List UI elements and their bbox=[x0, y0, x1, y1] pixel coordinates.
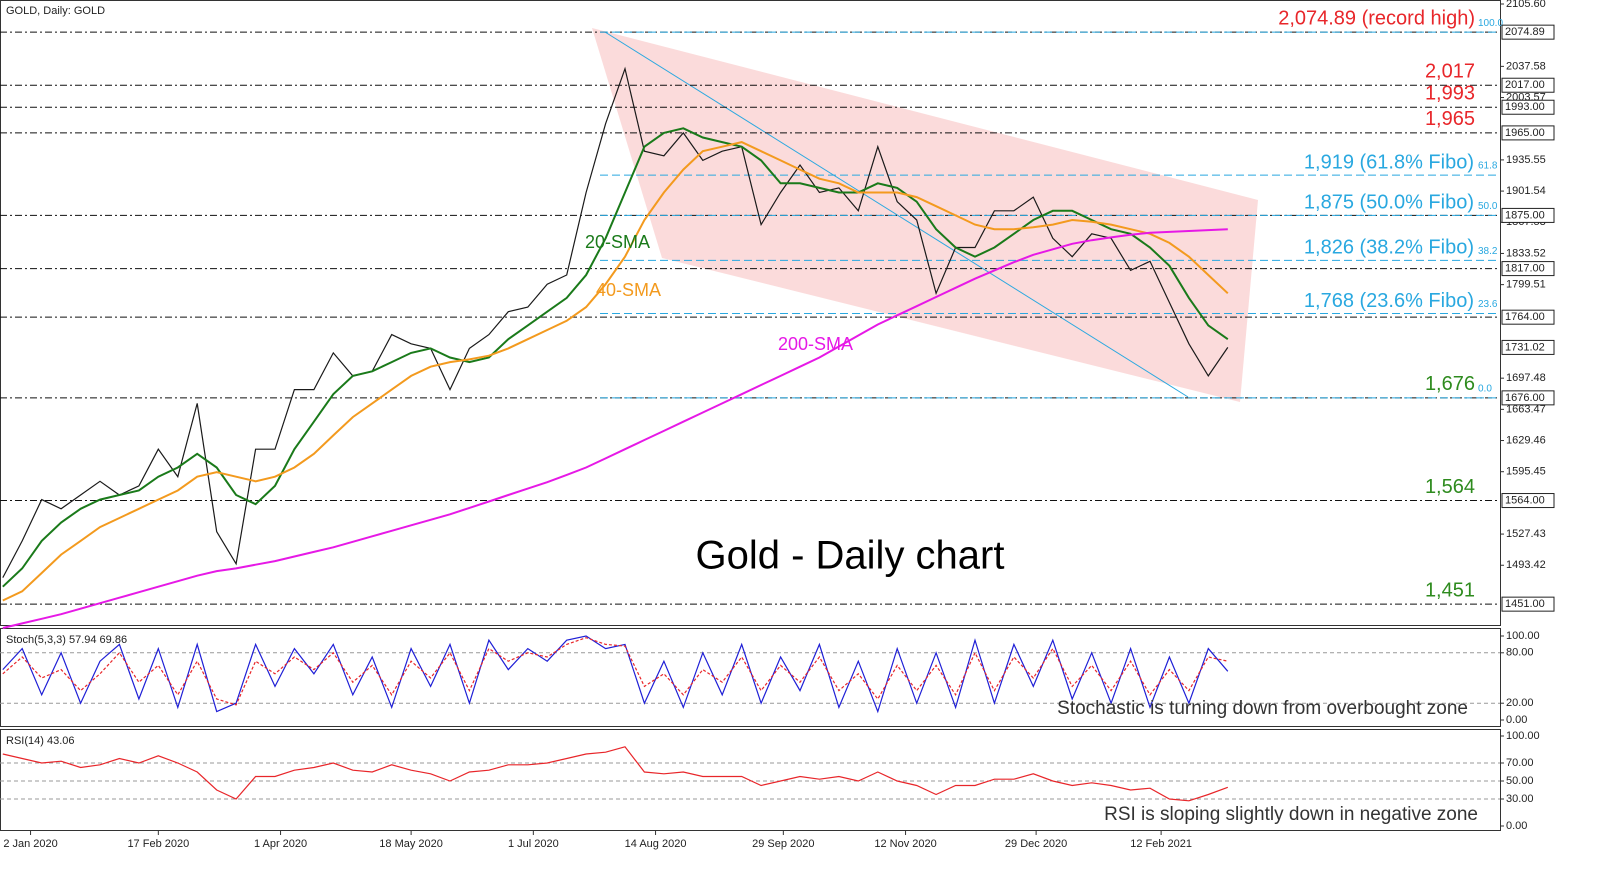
y-tick-label: 20.00 bbox=[1506, 697, 1534, 709]
fibo-ratio: 50.0 bbox=[1478, 201, 1498, 212]
price-box-label: 1965.00 bbox=[1505, 127, 1545, 139]
y-tick-label: 1663.47 bbox=[1506, 403, 1546, 415]
x-tick-label: 12 Nov 2020 bbox=[874, 838, 936, 850]
series-line bbox=[2, 66, 1229, 578]
price-box bbox=[1501, 24, 1555, 40]
x-tick-label: 12 Feb 2021 bbox=[1130, 838, 1192, 850]
series-line bbox=[2, 228, 1228, 629]
fibo-ratio: 61.8 bbox=[1478, 161, 1498, 172]
y-tick-label: 2105.60 bbox=[1506, 0, 1546, 10]
price-box-label: 1564.00 bbox=[1505, 494, 1545, 506]
fibo-label: 1,768 (23.6% Fibo) bbox=[1304, 290, 1474, 312]
y-tick-label: 1901.54 bbox=[1506, 185, 1546, 197]
y-tick-label: 1935.55 bbox=[1506, 154, 1546, 166]
y-tick-label: 1833.52 bbox=[1506, 247, 1546, 259]
stoch-annotation: Stochastic is turning down from overboug… bbox=[1057, 698, 1468, 719]
series-name: 40-SMA bbox=[596, 280, 661, 300]
level-label: 2,074.89 (record high) bbox=[1278, 7, 1475, 29]
series-line bbox=[2, 746, 1229, 802]
level-label: 2,017 bbox=[1425, 61, 1475, 83]
chart-subtitle: Gold - Daily chart bbox=[696, 534, 1005, 578]
price-box bbox=[1501, 390, 1555, 406]
rsi-annotation: RSI is sloping slightly down in negative… bbox=[1104, 804, 1478, 825]
chart-title: GOLD, Daily: GOLD bbox=[6, 5, 105, 17]
rsi-title: RSI(14) 43.06 bbox=[6, 735, 74, 747]
rsi-panel bbox=[0, 729, 1501, 831]
price-box-label: 1817.00 bbox=[1505, 262, 1545, 274]
price-box bbox=[1501, 125, 1555, 141]
fibo-ratio: 23.6 bbox=[1478, 299, 1498, 310]
price-box-label: 2017.00 bbox=[1505, 79, 1545, 91]
x-tick-label: 29 Sep 2020 bbox=[752, 838, 814, 850]
y-tick-label: 50.00 bbox=[1506, 775, 1534, 787]
price-box-label: 1764.00 bbox=[1505, 311, 1545, 323]
x-tick-label: 18 May 2020 bbox=[379, 838, 443, 850]
price-box-label: 1451.00 bbox=[1505, 598, 1545, 610]
y-tick-label: 30.00 bbox=[1506, 793, 1534, 805]
y-tick-label: 1493.42 bbox=[1506, 559, 1546, 571]
series-line bbox=[2, 141, 1229, 602]
y-tick-label: 2037.58 bbox=[1506, 60, 1546, 72]
y-tick-label: 100.00 bbox=[1506, 630, 1540, 642]
y-tick-label: 1595.45 bbox=[1506, 466, 1546, 478]
price-box bbox=[1501, 77, 1555, 93]
y-tick-label: 0.00 bbox=[1506, 714, 1527, 726]
y-tick-label: 70.00 bbox=[1506, 757, 1534, 769]
level-label: 1,564 bbox=[1425, 476, 1475, 498]
price-box-label: 1875.00 bbox=[1505, 209, 1545, 221]
main-panel bbox=[0, 0, 1501, 626]
y-tick-label: 1697.48 bbox=[1506, 372, 1546, 384]
level-label: 1,993 bbox=[1425, 83, 1475, 105]
fibo-diagonal bbox=[604, 31, 1189, 398]
fibo-label: 1,875 (50.0% Fibo) bbox=[1304, 192, 1474, 214]
price-box bbox=[1501, 261, 1555, 277]
price-box-label: 1993.00 bbox=[1505, 101, 1545, 113]
stoch-panel bbox=[0, 628, 1501, 727]
stoch-title: Stoch(5,3,3) 57.94 69.86 bbox=[6, 634, 127, 646]
level-label: 1,451 bbox=[1425, 579, 1475, 601]
y-tick-label: 80.00 bbox=[1506, 647, 1534, 659]
price-box bbox=[1501, 596, 1555, 612]
y-tick-label: 1799.51 bbox=[1506, 279, 1546, 291]
series-line bbox=[2, 635, 1229, 714]
price-box bbox=[1501, 99, 1555, 115]
x-tick-label: 1 Apr 2020 bbox=[254, 838, 307, 850]
price-box bbox=[1501, 207, 1555, 223]
y-tick-label: 0.00 bbox=[1506, 820, 1527, 832]
x-tick-label: 2 Jan 2020 bbox=[3, 838, 57, 850]
series-line bbox=[2, 637, 1228, 706]
price-box-label: 2074.89 bbox=[1505, 26, 1545, 38]
level-label: 1,965 bbox=[1425, 108, 1475, 130]
fibo-ratio: 38.2 bbox=[1478, 246, 1498, 257]
fibo-label: 1,826 (38.2% Fibo) bbox=[1304, 237, 1474, 259]
y-tick-label: 100.00 bbox=[1506, 730, 1540, 742]
y-tick-label: 1527.43 bbox=[1506, 528, 1546, 540]
x-tick-label: 29 Dec 2020 bbox=[1005, 838, 1067, 850]
series-line bbox=[2, 127, 1229, 588]
x-tick-label: 17 Feb 2020 bbox=[127, 838, 189, 850]
level-label: 1,676 bbox=[1425, 373, 1475, 395]
fibo-ratio: 100.0 bbox=[1478, 18, 1503, 29]
price-box bbox=[1501, 493, 1555, 509]
fibo-ratio: 0.0 bbox=[1478, 384, 1492, 395]
x-tick-label: 1 Jul 2020 bbox=[508, 838, 559, 850]
price-box-label: 1676.00 bbox=[1505, 392, 1545, 404]
series-name: 20-SMA bbox=[585, 232, 650, 252]
fibo-label: 1,919 (61.8% Fibo) bbox=[1304, 151, 1474, 173]
price-box bbox=[1501, 339, 1555, 355]
price-box-label: 1731.02 bbox=[1505, 341, 1545, 353]
price-box bbox=[1501, 309, 1555, 325]
series-name: 200-SMA bbox=[778, 334, 853, 354]
x-tick-label: 14 Aug 2020 bbox=[625, 838, 687, 850]
y-tick-label: 1629.46 bbox=[1506, 434, 1546, 446]
